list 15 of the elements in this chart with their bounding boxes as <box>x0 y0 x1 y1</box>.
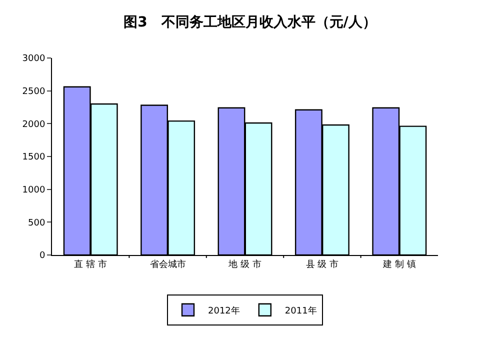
legend-label: 2012年 <box>208 305 240 316</box>
y-tick-label: 500 <box>28 218 46 228</box>
y-tick-label: 2500 <box>22 86 46 97</box>
x-tick-label: 县 级 市 <box>306 258 339 270</box>
y-tick-label: 1000 <box>22 185 46 196</box>
y-tick-label: 0 <box>39 251 46 262</box>
y-tick-label: 3000 <box>22 54 46 64</box>
x-tick-label: 建 制 镇 <box>382 258 416 270</box>
x-tick-label: 直 辖 市 <box>74 258 107 270</box>
y-tick-label: 1500 <box>22 152 46 163</box>
legend-label: 2011年 <box>284 305 317 316</box>
x-tick-label: 地 级 市 <box>228 258 262 270</box>
x-tick-label: 省会城市 <box>150 258 186 270</box>
chart-title: 图3 不同务工地区月收入水平（元/人） <box>124 14 376 31</box>
y-tick-label: 2000 <box>22 120 46 130</box>
